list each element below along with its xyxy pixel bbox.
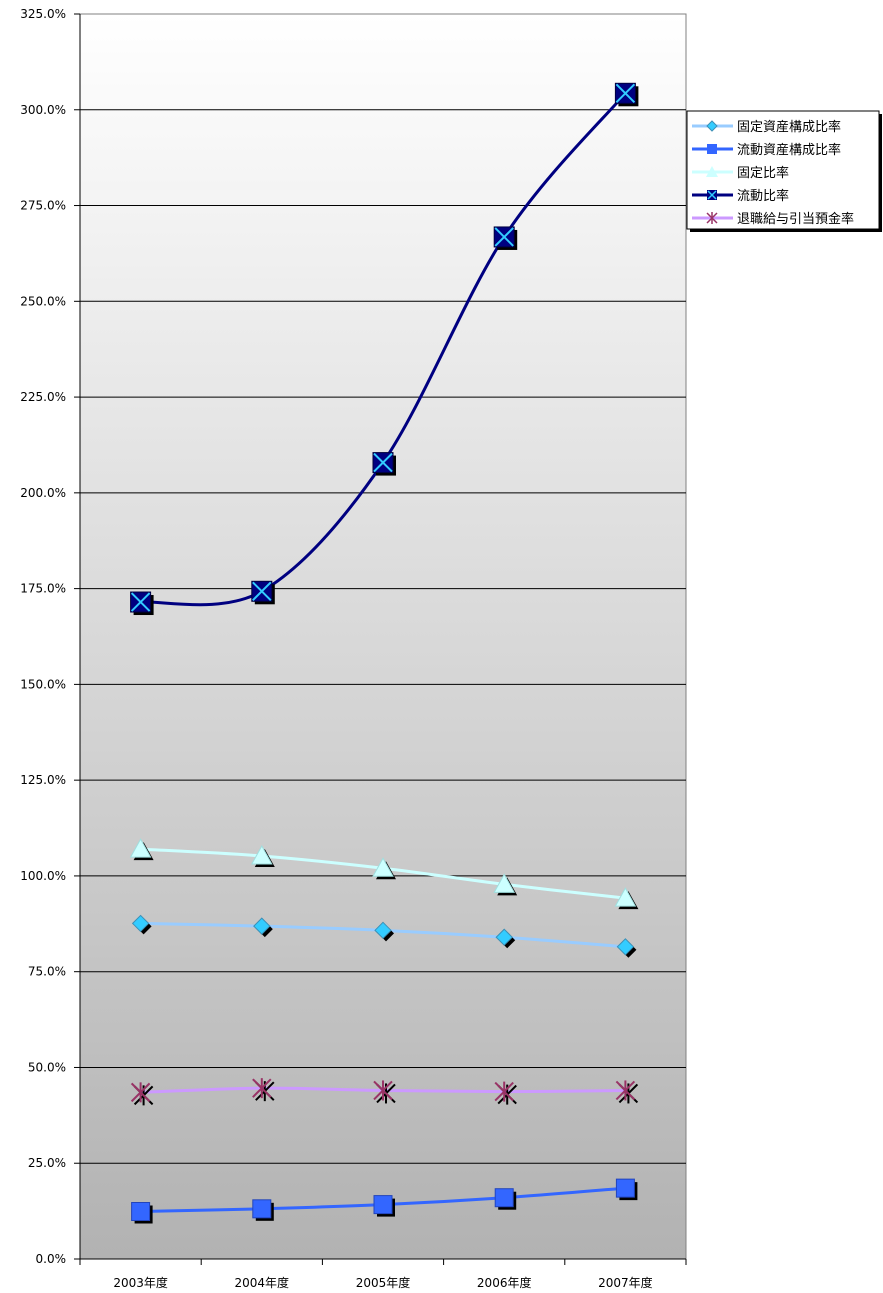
y-tick-label-5: 125.0%: [20, 773, 66, 787]
data-point-s4-1: [252, 1078, 275, 1102]
legend-label-0: 固定資産構成比率: [737, 119, 841, 135]
x-tick-label-2: 2005年度: [356, 1275, 411, 1290]
legend-marker-4: [706, 212, 718, 224]
data-point-s2-4: [614, 887, 639, 910]
data-point-s1-3: [494, 1188, 517, 1210]
data-point-s0-4: [616, 938, 637, 958]
x-tick-label-0: 2003年度: [113, 1275, 168, 1290]
data-point-s3-0: [130, 591, 154, 616]
y-tick-label-3: 75.0%: [28, 965, 66, 979]
y-tick-label-2: 50.0%: [28, 1060, 66, 1074]
data-point-s4-4: [615, 1080, 639, 1104]
y-tick-label-1: 25.0%: [28, 1156, 66, 1170]
data-point-s3-2: [372, 452, 396, 476]
x-axis-tick-labels: 2003年度 2004年度 2005年度 2006年度 2007年度: [113, 1275, 652, 1290]
data-point-s2-1: [250, 844, 275, 868]
y-tick-label-11: 275.0%: [20, 199, 66, 213]
y-tick-label-0: 0.0%: [36, 1252, 67, 1266]
data-point-s3-1: [251, 580, 275, 605]
y-tick-label-4: 100.0%: [20, 869, 66, 883]
y-tick-label-10: 250.0%: [20, 294, 66, 308]
data-point-s0-2: [374, 921, 394, 942]
data-point-s1-1: [252, 1199, 274, 1221]
data-point-s3-4: [614, 82, 639, 107]
data-point-s4-0: [130, 1082, 154, 1106]
legend-marker-0: [706, 120, 718, 132]
data-point-s1-2: [373, 1195, 395, 1217]
axes: [74, 13, 687, 1265]
y-tick-label-6: 150.0%: [20, 677, 66, 691]
data-point-s0-3: [495, 928, 516, 949]
data-point-s2-0: [129, 838, 154, 861]
data-point-s2-2: [372, 857, 396, 880]
y-axis-tick-labels: 0.0% 25.0% 50.0% 75.0% 100.0% 125.0% 150.0% 175…: [20, 7, 66, 1266]
legend-label-4: 退職給与引当預金率: [737, 211, 854, 227]
data-point-s3-3: [493, 226, 518, 250]
data-point-s4-2: [373, 1080, 396, 1104]
legend-box: [686, 110, 880, 230]
y-tick-label-9: 225.0%: [20, 390, 66, 404]
data-point-s0-0: [131, 914, 152, 935]
y-tick-label-13: 325.0%: [20, 7, 66, 21]
plot-area: [79, 13, 687, 1260]
y-tick-label-7: 175.0%: [20, 582, 66, 596]
legend-label-3: 流動比率: [737, 188, 789, 204]
data-point-s4-3: [494, 1081, 517, 1105]
legend-label-1: 流動資産構成比率: [737, 142, 841, 158]
data-point-s2-3: [493, 873, 518, 896]
data-point-s1-4: [615, 1178, 638, 1201]
series-markers: [129, 82, 639, 1224]
x-tick-label-1: 2004年度: [235, 1275, 290, 1290]
gridlines: [80, 109, 686, 1164]
legend-marker-3: [707, 190, 717, 200]
x-tick-label-3: 2006年度: [477, 1275, 532, 1290]
series-line-3: [140, 92, 627, 607]
data-point-s0-1: [253, 917, 273, 938]
data-point-s1-0: [131, 1201, 153, 1224]
y-tick-label-12: 300.0%: [20, 103, 66, 117]
legend-label-2: 固定比率: [737, 165, 789, 181]
legend-marker-2: [706, 166, 718, 177]
y-tick-label-8: 200.0%: [20, 486, 66, 500]
x-tick-label-4: 2007年度: [598, 1275, 653, 1290]
legend-marker-1: [707, 144, 717, 154]
